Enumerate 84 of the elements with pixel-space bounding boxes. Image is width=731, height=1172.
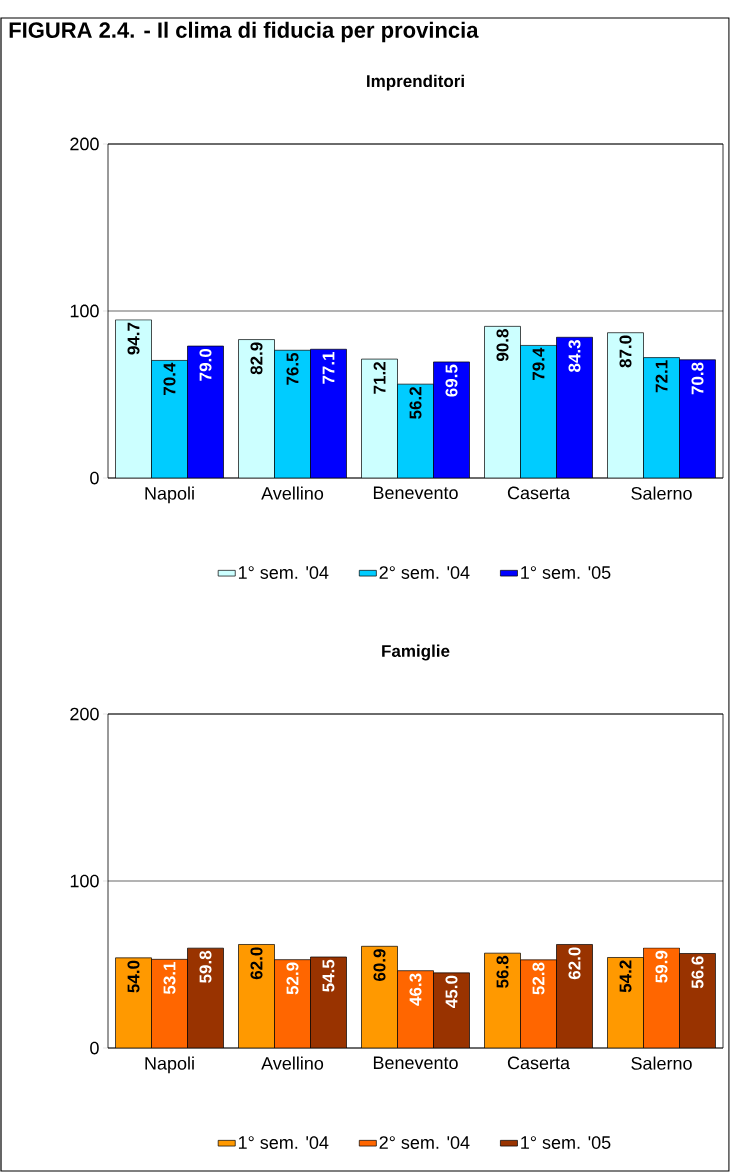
chart-title: Imprenditori <box>367 74 464 91</box>
bar <box>607 957 644 1049</box>
bar <box>679 359 716 479</box>
data-label: 94.7 <box>127 322 140 355</box>
bar <box>520 345 557 479</box>
data-label: 87.0 <box>619 335 632 368</box>
x-tick-label: Napoli <box>145 1056 194 1074</box>
data-label: 54.2 <box>619 960 632 993</box>
data-label: 70.8 <box>691 362 704 395</box>
x-tick-label: Caserta <box>507 486 571 500</box>
data-label: 56.8 <box>496 955 509 988</box>
bar <box>151 959 188 1049</box>
y-tick-label: 0 <box>90 1041 99 1055</box>
data-label: 56.2 <box>409 387 422 419</box>
data-label: 82.9 <box>250 342 263 375</box>
bar <box>607 332 644 479</box>
bar <box>556 944 593 1049</box>
bar <box>484 953 521 1049</box>
bar <box>274 350 311 479</box>
data-label: 76.5 <box>286 352 299 385</box>
data-label: 71.2 <box>373 361 386 394</box>
bar <box>556 337 593 479</box>
x-tick-label: Caserta <box>507 1056 571 1070</box>
bar <box>520 959 557 1049</box>
bar <box>397 384 434 479</box>
x-tick-label: Benevento <box>373 1056 458 1070</box>
text: FIGURA 2.4. - Il clima di fiducia per provincia <box>9 21 479 43</box>
data-label: 70.4 <box>163 362 176 395</box>
bar <box>397 970 434 1049</box>
y-tick-label: 100 <box>70 874 99 888</box>
data-label: 77.1 <box>322 351 335 384</box>
data-label: 79.0 <box>199 348 212 381</box>
bar <box>115 957 152 1049</box>
bar <box>484 326 521 479</box>
bar <box>187 948 224 1049</box>
x-tick-label: Avellino <box>261 486 324 500</box>
bar <box>310 349 347 479</box>
y-tick-label: 200 <box>70 137 99 151</box>
data-label: 62.0 <box>568 947 581 980</box>
legend-label: 2° sem. '04 <box>379 1136 470 1149</box>
bar <box>361 359 398 479</box>
data-label: 54.5 <box>322 959 335 992</box>
data-label: 59.9 <box>655 950 668 983</box>
data-label: 52.9 <box>286 962 299 995</box>
data-label: 79.4 <box>532 347 545 380</box>
bar <box>361 946 398 1049</box>
data-label: 53.1 <box>163 962 176 995</box>
y-tick-label: 0 <box>90 471 99 485</box>
data-label: 84.3 <box>568 340 581 372</box>
data-label: 54.0 <box>127 960 140 993</box>
y-tick-label: 200 <box>70 707 99 721</box>
data-label: 45.0 <box>445 975 458 1008</box>
data-label: 56.6 <box>691 956 704 989</box>
bar <box>115 319 152 479</box>
bar <box>643 947 680 1049</box>
data-label: 90.8 <box>496 329 509 362</box>
data-label: 60.9 <box>373 949 386 981</box>
legend-label: 1° sem. '05 <box>521 1136 611 1149</box>
x-tick-label: Avellino <box>261 1056 324 1070</box>
x-tick-label: Salerno <box>631 486 692 500</box>
bar <box>679 953 716 1049</box>
bar <box>187 346 224 479</box>
legend-label: 1° sem. '04 <box>238 566 329 579</box>
legend-label: 1° sem. '05 <box>521 566 611 579</box>
bar <box>151 360 188 479</box>
legend-label: 2° sem. '04 <box>379 566 470 579</box>
x-tick-label: Salerno <box>631 1056 692 1070</box>
chart-title: Famiglie <box>382 644 450 661</box>
legend-label: 1° sem. '04 <box>238 1136 329 1149</box>
bar <box>274 959 311 1049</box>
data-label: 69.5 <box>445 364 458 397</box>
data-label: 59.8 <box>199 950 212 983</box>
bar <box>310 957 347 1049</box>
x-tick-label: Benevento <box>373 486 458 500</box>
data-label: 62.0 <box>250 947 263 980</box>
x-tick-label: Napoli <box>145 486 194 504</box>
bar <box>433 361 470 479</box>
data-label: 46.3 <box>409 973 422 1006</box>
data-label: 52.8 <box>532 962 545 995</box>
bar <box>238 944 275 1049</box>
bar <box>238 339 275 479</box>
y-tick-label: 100 <box>70 304 99 318</box>
data-label: 72.1 <box>655 360 668 393</box>
bar <box>643 357 680 479</box>
